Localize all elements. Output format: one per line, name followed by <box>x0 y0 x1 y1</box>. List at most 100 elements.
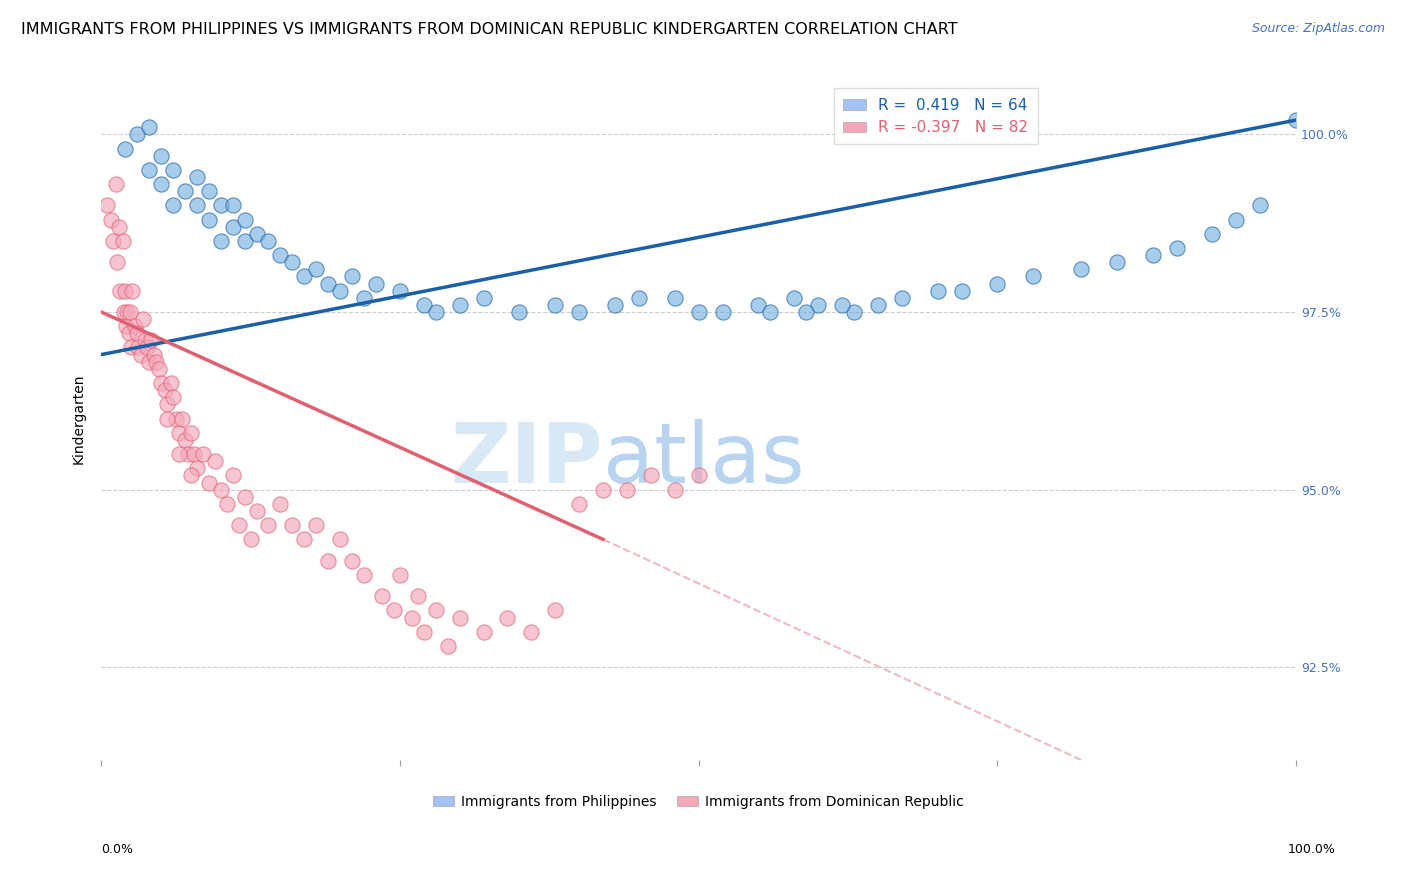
Point <box>316 277 339 291</box>
Point <box>132 312 155 326</box>
Point <box>239 533 262 547</box>
Point <box>145 355 167 369</box>
Point <box>496 610 519 624</box>
Point <box>664 483 686 497</box>
Point <box>162 390 184 404</box>
Point <box>101 234 124 248</box>
Point <box>472 291 495 305</box>
Point <box>138 355 160 369</box>
Point <box>616 483 638 497</box>
Point <box>831 298 853 312</box>
Point <box>112 305 135 319</box>
Point <box>162 198 184 212</box>
Point <box>114 284 136 298</box>
Point <box>406 589 429 603</box>
Point <box>173 433 195 447</box>
Point <box>305 518 328 533</box>
Point <box>1105 255 1128 269</box>
Text: atlas: atlas <box>603 419 804 500</box>
Point <box>950 284 973 298</box>
Point <box>167 425 190 440</box>
Point <box>472 624 495 639</box>
Point <box>221 198 243 212</box>
Point <box>329 533 352 547</box>
Point <box>927 284 949 298</box>
Point <box>209 483 232 497</box>
Point <box>105 255 128 269</box>
Point <box>138 120 160 135</box>
Point <box>167 447 190 461</box>
Point <box>627 291 650 305</box>
Point <box>180 425 202 440</box>
Point <box>269 497 291 511</box>
Point <box>153 383 176 397</box>
Point <box>1249 198 1271 212</box>
Point <box>172 411 194 425</box>
Point <box>186 169 208 184</box>
Point <box>233 212 256 227</box>
Point <box>1285 113 1308 128</box>
Point <box>114 141 136 155</box>
Point <box>149 376 172 390</box>
Point <box>520 624 543 639</box>
Point <box>292 533 315 547</box>
Point <box>1201 227 1223 241</box>
Point <box>186 461 208 475</box>
Point <box>807 298 830 312</box>
Point <box>233 234 256 248</box>
Point <box>794 305 817 319</box>
Point <box>986 277 1008 291</box>
Point <box>209 234 232 248</box>
Text: Source: ZipAtlas.com: Source: ZipAtlas.com <box>1251 22 1385 36</box>
Point <box>129 348 152 362</box>
Point <box>257 234 280 248</box>
Point <box>127 341 149 355</box>
Point <box>110 284 132 298</box>
Point <box>1142 248 1164 262</box>
Point <box>118 326 141 341</box>
Point <box>115 319 138 334</box>
Point <box>544 603 567 617</box>
Point <box>544 298 567 312</box>
Point <box>228 518 250 533</box>
Point <box>186 198 208 212</box>
Point <box>1022 269 1045 284</box>
Point <box>117 305 139 319</box>
Text: 0.0%: 0.0% <box>101 843 134 856</box>
Point <box>111 234 134 248</box>
Point <box>890 291 912 305</box>
Y-axis label: Kindergarten: Kindergarten <box>72 374 86 464</box>
Point <box>783 291 806 305</box>
Point <box>1166 241 1188 255</box>
Point <box>640 468 662 483</box>
Point <box>135 341 157 355</box>
Point <box>233 490 256 504</box>
Point <box>592 483 614 497</box>
Point <box>340 554 363 568</box>
Point <box>149 177 172 191</box>
Point <box>166 411 188 425</box>
Point <box>425 603 447 617</box>
Point <box>412 298 434 312</box>
Point <box>759 305 782 319</box>
Legend: Immigrants from Philippines, Immigrants from Dominican Republic: Immigrants from Philippines, Immigrants … <box>427 789 970 814</box>
Point <box>305 262 328 277</box>
Point <box>245 504 267 518</box>
Point <box>292 269 315 284</box>
Point <box>221 468 243 483</box>
Point <box>104 177 127 191</box>
Point <box>134 334 156 348</box>
Point <box>191 447 214 461</box>
Point <box>747 298 769 312</box>
Point <box>124 319 146 334</box>
Point <box>664 291 686 305</box>
Point <box>281 518 304 533</box>
Point <box>204 454 226 468</box>
Point <box>257 518 280 533</box>
Point <box>340 269 363 284</box>
Point <box>353 291 375 305</box>
Point <box>401 610 423 624</box>
Point <box>120 341 142 355</box>
Point <box>412 624 434 639</box>
Point <box>108 219 131 234</box>
